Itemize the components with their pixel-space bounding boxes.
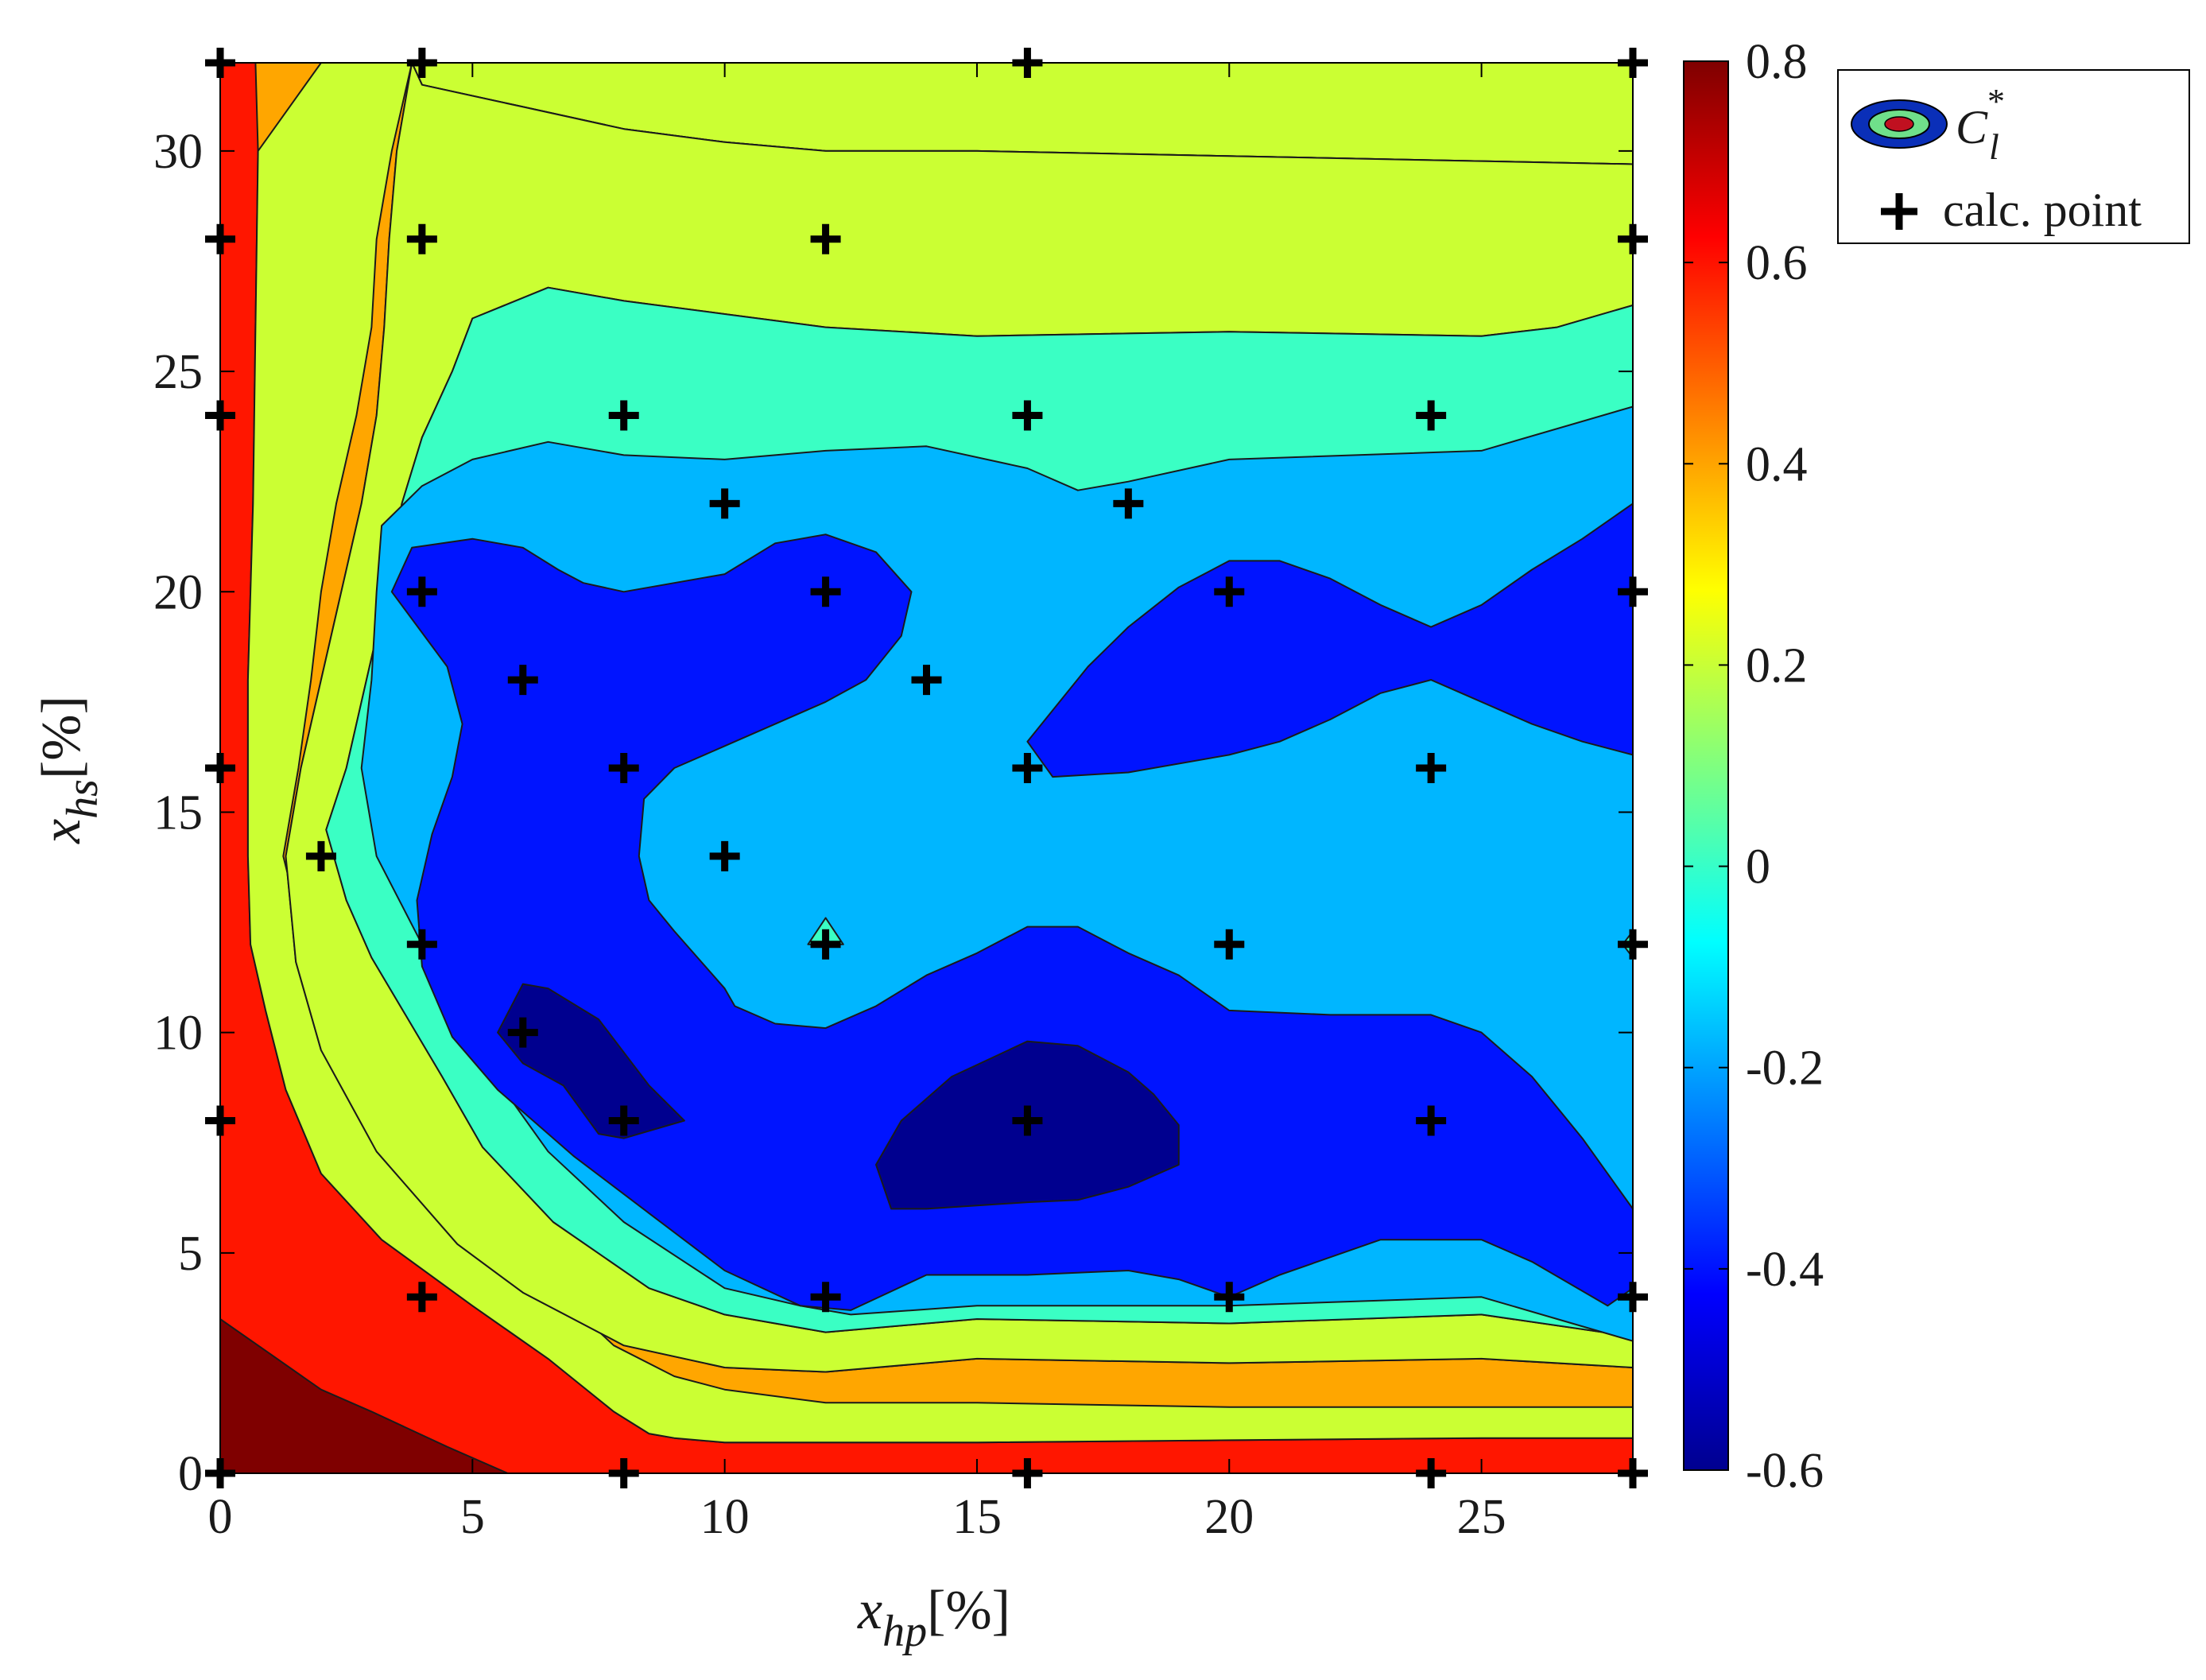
calc-point: [305, 840, 336, 871]
calc-point: [608, 400, 639, 431]
x-tick-label: 25: [1457, 1490, 1506, 1544]
legend-entry-calc-point: calc. point: [1943, 184, 2142, 236]
calc-point: [709, 840, 740, 871]
contour-region-10: [1026, 502, 1633, 778]
colorbar-bar: [1683, 60, 1729, 1471]
x-axis-label-sub: hp: [882, 1607, 927, 1656]
calc-point: [507, 665, 538, 696]
legend-entry-contour-sub: l: [1989, 126, 1999, 167]
x-tick-label: 0: [208, 1490, 233, 1544]
calc-point: [810, 576, 841, 607]
colorbar-tick-label: 0.4: [1746, 437, 1808, 491]
y-tick-label: 10: [153, 1007, 203, 1061]
colorbar-tick-label: 0: [1746, 840, 1770, 894]
plot-frame: [219, 62, 1634, 1474]
y-tick-label: 20: [153, 565, 203, 619]
calc-point: [1416, 400, 1447, 431]
y-axis-label: xhs[%]: [31, 696, 107, 844]
contour-regions: [220, 63, 1633, 1473]
calc-point: [1214, 1282, 1245, 1313]
legend: C* l calc. point: [1837, 69, 2190, 244]
calc-point: [1416, 1105, 1447, 1136]
x-axis-label: xhp[%]: [857, 1580, 1010, 1656]
legend-entry-contour: C* l: [1956, 82, 2005, 167]
calc-point: [1012, 1105, 1043, 1136]
calc-point: [1416, 753, 1447, 783]
calc-point: [1012, 753, 1043, 783]
calc-point: [406, 1282, 437, 1313]
y-tick-labels: 0 5 10 15 20 25 30: [153, 125, 203, 1501]
colorbar-tick-label: -0.2: [1746, 1042, 1824, 1096]
legend-plus-icon: [1881, 193, 1917, 230]
legend-entry-contour-sup: *: [1987, 82, 2005, 121]
y-tick-label: 5: [178, 1227, 203, 1281]
contour-region-4: [246, 63, 1633, 1444]
x-tick-label: 5: [460, 1490, 485, 1544]
calc-point: [810, 929, 841, 960]
colorbar-tick-label: -0.4: [1746, 1243, 1824, 1297]
legend-contour-icon: [1851, 99, 1948, 149]
calc-point: [1214, 576, 1245, 607]
colorbar: 0.8 0.6 0.4 0.2 0 -0.2 -0.4 -0.6: [1683, 35, 1824, 1498]
x-tick-label: 10: [700, 1490, 750, 1544]
x-tick-label: 15: [952, 1490, 1002, 1544]
x-tick-label: 20: [1204, 1490, 1254, 1544]
colorbar-tick-label: 0.2: [1746, 638, 1808, 693]
calc-point: [406, 929, 437, 960]
contour-region-9: [390, 533, 1633, 1311]
calc-point: [709, 488, 740, 519]
y-axis-label-base: x: [31, 819, 92, 844]
y-tick-label: 15: [153, 786, 203, 840]
colorbar-ticks: [1684, 60, 1728, 1471]
legend-entry-contour-base: C: [1956, 101, 1988, 153]
calc-point: [608, 753, 639, 783]
y-tick-label: 25: [153, 345, 203, 399]
calc-point: [911, 665, 942, 696]
contour-region-11: [497, 983, 685, 1139]
y-axis-label-sub: hs: [58, 779, 107, 819]
colorbar-tick-labels: 0.8 0.6 0.4 0.2 0 -0.2 -0.4 -0.6: [1746, 35, 1824, 1498]
calc-point: [608, 1105, 639, 1136]
colorbar-tick-label: -0.6: [1746, 1444, 1824, 1498]
calc-point: [406, 223, 437, 254]
axis-ticks: [219, 63, 1633, 1474]
calc-point: [1214, 929, 1245, 960]
x-tick-labels: 0 5 10 15 20 25: [208, 1490, 1506, 1544]
x-axis-label-base: x: [857, 1580, 882, 1641]
plot-area: [220, 63, 1633, 1473]
x-axis-label-unit: [%]: [927, 1580, 1010, 1641]
y-axis-label-unit: [%]: [31, 696, 92, 779]
calc-point: [810, 223, 841, 254]
colorbar-tick-label: 0.8: [1746, 35, 1808, 89]
calc-point: [1012, 400, 1043, 431]
colorbar-tick-label: 0.6: [1746, 236, 1808, 290]
y-tick-label: 0: [178, 1447, 203, 1501]
calc-point: [507, 1017, 538, 1048]
calc-points: [205, 48, 1648, 1488]
y-tick-label: 30: [153, 125, 203, 179]
calc-point: [810, 1282, 841, 1313]
calc-point: [1113, 488, 1144, 519]
calc-point: [406, 576, 437, 607]
contour-region-1: [220, 1318, 509, 1473]
